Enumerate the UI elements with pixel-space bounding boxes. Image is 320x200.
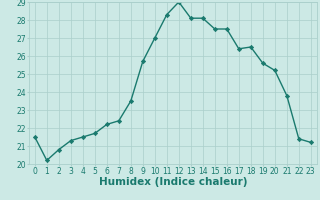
X-axis label: Humidex (Indice chaleur): Humidex (Indice chaleur) [99, 177, 247, 187]
